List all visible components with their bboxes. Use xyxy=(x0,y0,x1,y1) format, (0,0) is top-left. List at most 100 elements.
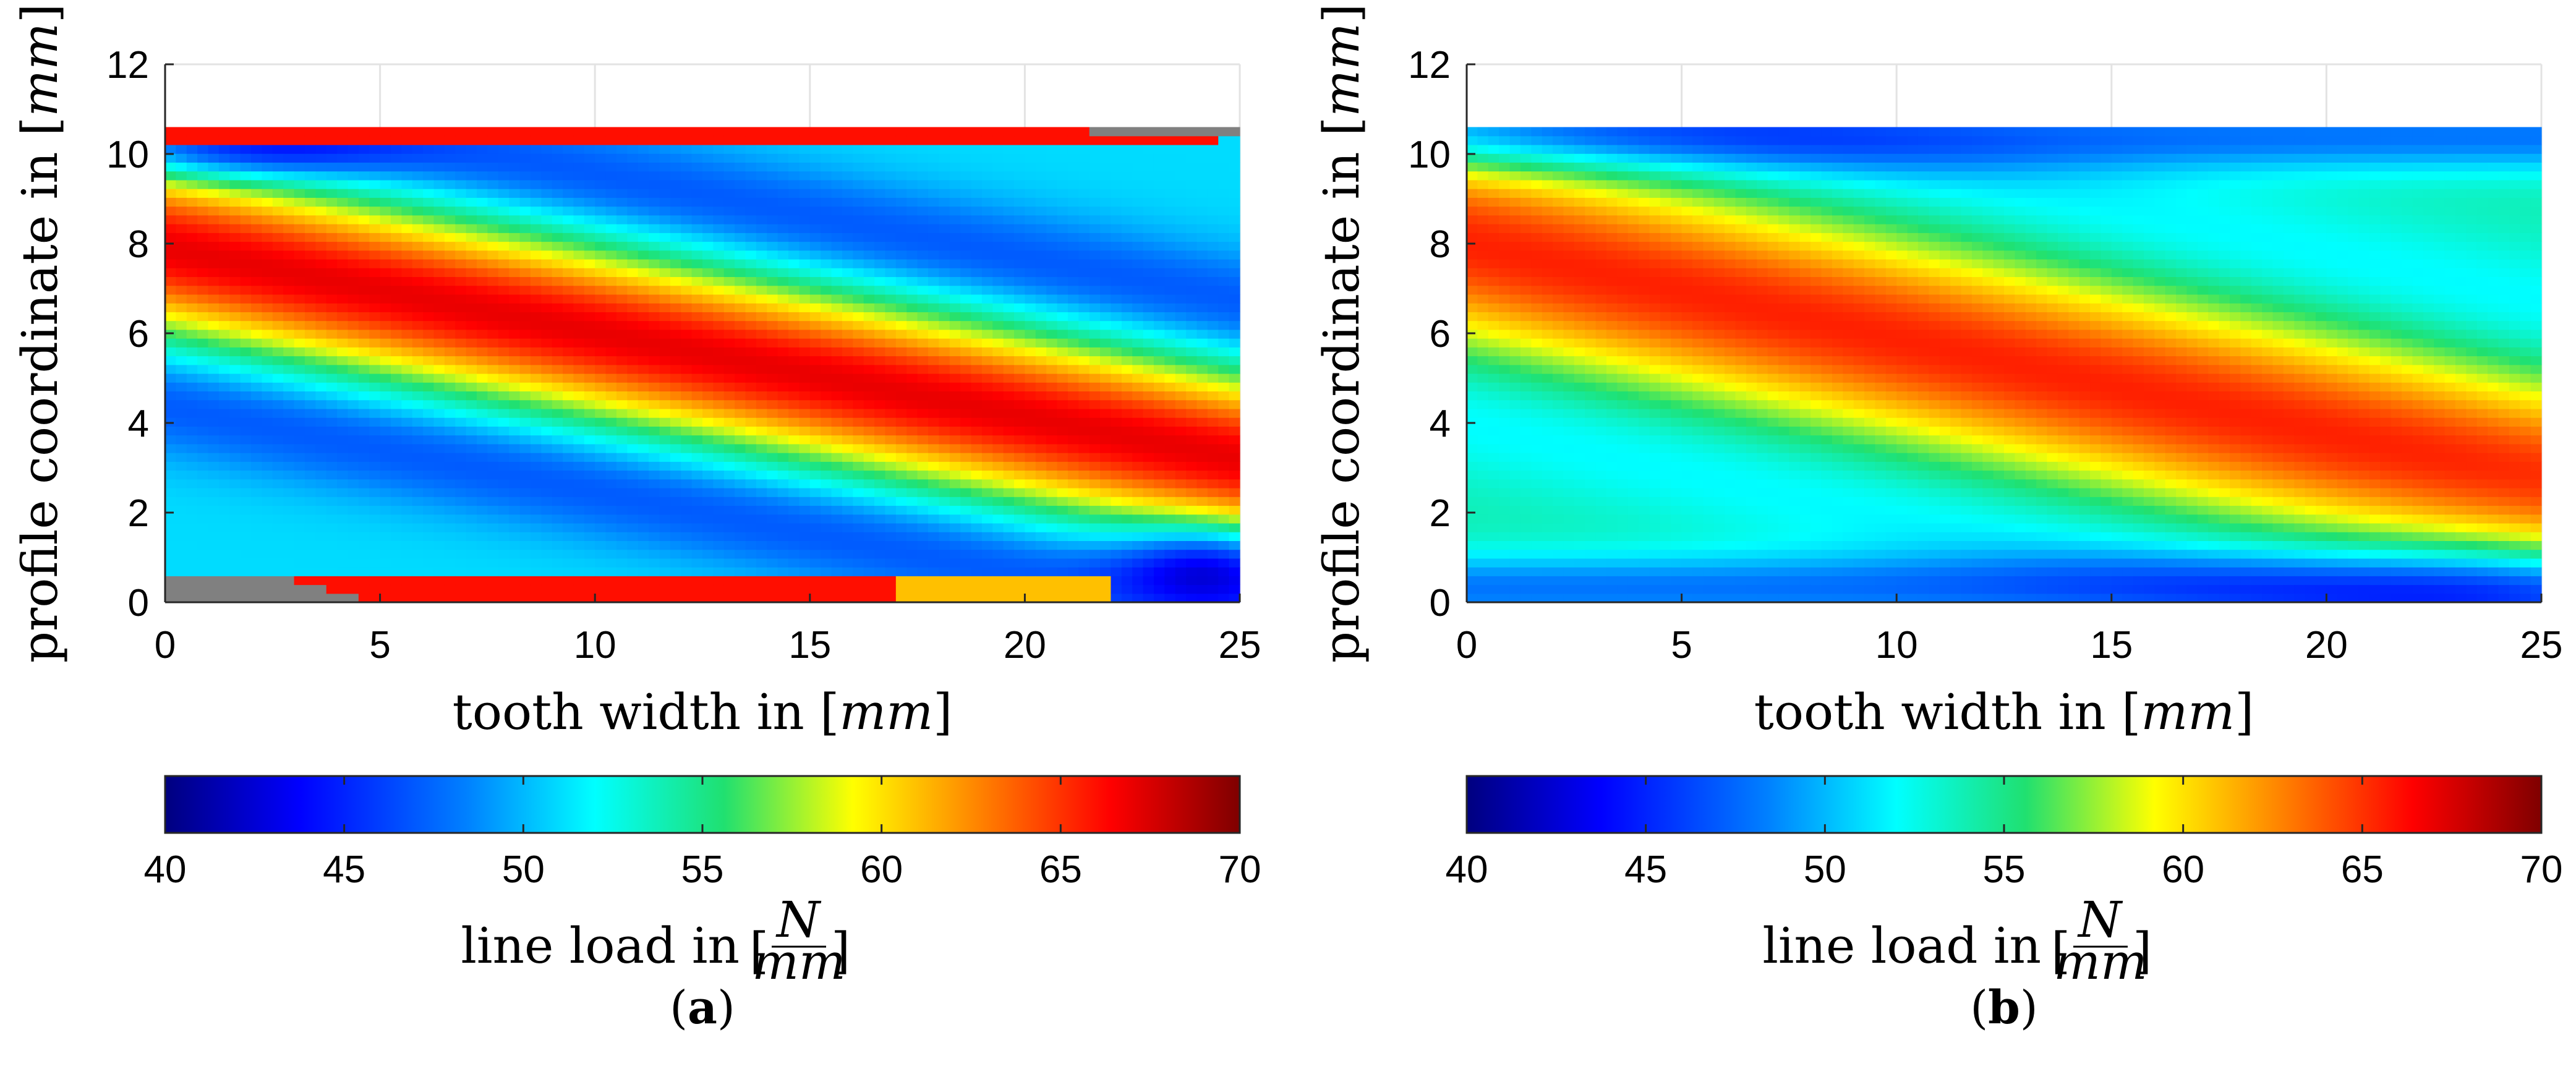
heatmap-cell xyxy=(541,276,553,286)
heatmap-cell xyxy=(477,179,488,189)
heatmap-cell xyxy=(939,189,950,198)
heatmap-cell xyxy=(369,576,381,586)
heatmap-cell xyxy=(1014,470,1025,480)
heatmap-cell xyxy=(401,258,413,268)
heatmap-cell xyxy=(498,593,510,603)
heatmap-cell xyxy=(304,179,316,189)
heatmap-cell xyxy=(616,479,628,488)
heatmap-cell xyxy=(928,347,939,357)
heatmap-cell xyxy=(380,558,391,568)
heatmap-cell xyxy=(390,364,402,374)
heatmap-cell xyxy=(885,461,897,471)
heatmap-cell xyxy=(466,470,477,480)
heatmap-cell xyxy=(777,329,789,339)
heatmap-cell xyxy=(681,382,693,392)
heatmap-cell xyxy=(563,144,574,154)
heatmap-cell xyxy=(530,224,542,233)
heatmap-cell xyxy=(638,144,649,154)
heatmap-cell xyxy=(208,487,220,497)
heatmap-cell xyxy=(573,320,585,330)
heatmap-cell xyxy=(251,224,263,233)
heatmap-cell xyxy=(1111,347,1122,357)
heatmap-cell xyxy=(197,224,209,233)
heatmap-cell xyxy=(777,144,789,154)
heatmap-cell xyxy=(638,285,649,295)
heatmap-cell xyxy=(842,487,853,497)
heatmap-cell xyxy=(466,215,477,224)
heatmap-cell xyxy=(713,206,725,216)
heatmap-cell xyxy=(1046,514,1058,524)
heatmap-cell xyxy=(412,320,424,330)
heatmap-cell xyxy=(1025,347,1036,357)
heatmap-cell xyxy=(605,540,617,550)
heatmap-cell xyxy=(1046,347,1058,357)
heatmap-cell xyxy=(616,514,628,524)
heatmap-cell xyxy=(455,153,467,163)
heatmap-cell xyxy=(595,514,607,524)
heatmap-cell xyxy=(165,461,176,471)
heatmap-cell xyxy=(981,514,993,524)
heatmap-cell xyxy=(229,303,241,312)
heatmap-cell xyxy=(1121,320,1133,330)
heatmap-cell xyxy=(981,549,993,559)
heatmap-cell xyxy=(788,584,800,594)
heatmap-cell xyxy=(1132,453,1144,462)
heatmap-cell xyxy=(584,338,595,348)
heatmap-cell xyxy=(1100,470,1112,480)
heatmap-cell xyxy=(563,329,574,339)
heatmap-cell xyxy=(584,479,595,488)
heatmap-cell xyxy=(756,241,767,251)
heatmap-cell xyxy=(348,171,359,181)
heatmap-cell xyxy=(304,144,316,154)
heatmap-cell xyxy=(1143,514,1154,524)
heatmap-cell xyxy=(1057,179,1068,189)
heatmap-cell xyxy=(294,197,305,207)
heatmap-cell xyxy=(885,276,897,286)
heatmap-cell xyxy=(1014,135,1025,145)
heatmap-cell xyxy=(735,171,746,181)
heatmap-cell xyxy=(885,443,897,453)
heatmap-cell xyxy=(380,320,391,330)
heatmap-cell xyxy=(670,276,681,286)
heatmap-cell xyxy=(971,382,983,392)
heatmap-cell xyxy=(874,426,886,436)
heatmap-cell xyxy=(262,303,273,312)
heatmap-cell xyxy=(455,435,467,445)
heatmap-cell xyxy=(799,505,811,515)
heatmap-cell xyxy=(455,162,467,172)
heatmap-cell xyxy=(218,443,230,453)
heatmap-cell xyxy=(348,162,359,172)
heatmap-cell xyxy=(326,276,338,286)
heatmap-cell xyxy=(874,435,886,445)
heatmap-cell xyxy=(294,558,305,568)
heatmap-cell xyxy=(433,312,445,322)
heatmap-cell xyxy=(1003,338,1015,348)
heatmap-cell xyxy=(928,470,939,480)
heatmap-cell xyxy=(681,206,693,216)
heatmap-cell xyxy=(777,584,789,594)
heatmap-cell xyxy=(971,215,983,224)
heatmap-cell xyxy=(573,303,585,312)
heatmap-cell xyxy=(1078,258,1090,268)
heatmap-cell xyxy=(853,276,864,286)
heatmap-cell xyxy=(713,268,725,278)
heatmap-cell xyxy=(1014,399,1025,409)
heatmap-cell xyxy=(315,408,327,418)
heatmap-cell xyxy=(1121,179,1133,189)
heatmap-cell xyxy=(412,268,424,278)
heatmap-cell xyxy=(821,189,832,198)
heatmap-cell xyxy=(895,426,907,436)
heatmap-cell xyxy=(702,171,714,181)
heatmap-cell xyxy=(584,426,595,436)
heatmap-cell xyxy=(681,338,693,348)
heatmap-cell xyxy=(519,320,531,330)
heatmap-cell xyxy=(906,549,918,559)
heatmap-cell xyxy=(723,179,735,189)
heatmap-cell xyxy=(1078,206,1090,216)
heatmap-cell xyxy=(218,258,230,268)
heatmap-cell xyxy=(541,206,553,216)
heatmap-cell xyxy=(1067,558,1079,568)
heatmap-cell xyxy=(1014,364,1025,374)
heatmap-cell xyxy=(176,399,187,409)
heatmap-cell xyxy=(294,479,305,488)
